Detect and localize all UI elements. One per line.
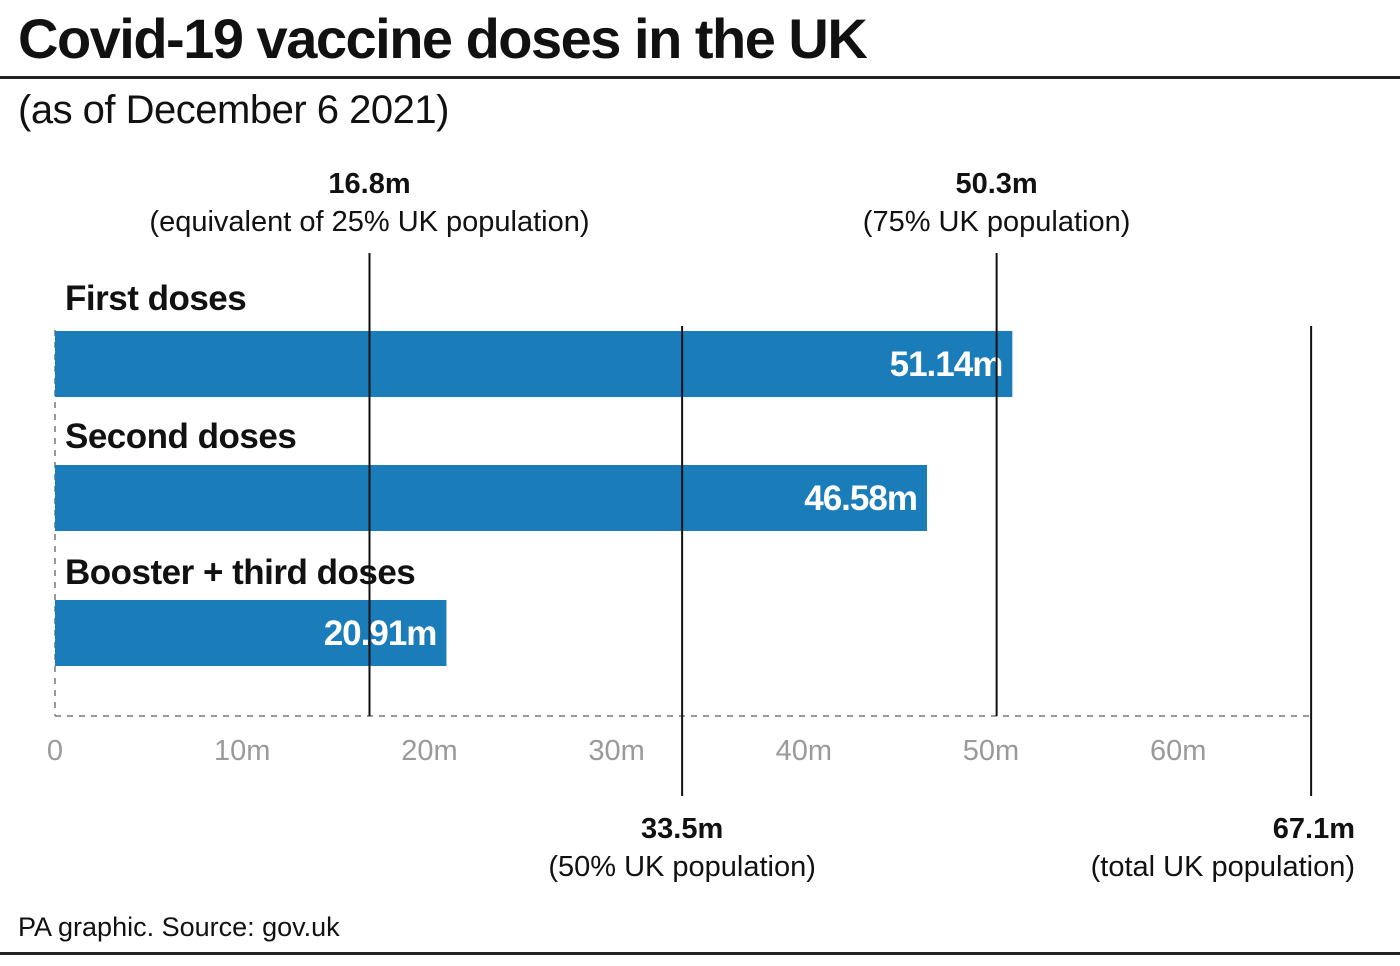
reference-description: (50% UK population) — [548, 851, 816, 883]
x-tick-label: 30m — [588, 735, 644, 767]
bottom-divider — [0, 952, 1400, 955]
top-divider — [0, 76, 1400, 79]
category-label: Booster + third doses — [65, 553, 415, 592]
reference-value-label: 16.8m — [328, 168, 410, 200]
bar — [55, 331, 1013, 397]
category-label: Second doses — [65, 417, 296, 456]
bar — [55, 465, 927, 531]
reference-value-label: 50.3m — [955, 168, 1037, 200]
category-label: First doses — [65, 279, 246, 318]
reference-description: (total UK population) — [1091, 851, 1355, 883]
reference-value-label: 33.5m — [641, 813, 723, 845]
bar-value-label: 20.91m — [324, 614, 437, 653]
chart-subtitle: (as of December 6 2021) — [18, 88, 449, 132]
x-tick-label: 50m — [963, 735, 1019, 767]
reference-description: (equivalent of 25% UK population) — [149, 206, 589, 238]
x-tick-label: 0 — [47, 735, 63, 767]
reference-value-label: 67.1m — [1273, 813, 1355, 845]
reference-description: (75% UK population) — [863, 206, 1131, 238]
bar-value-label: 51.14m — [890, 345, 1003, 384]
bar-chart: First doses 51.14m Second doses 46.58m Boost… — [47, 168, 1355, 883]
x-tick-label: 40m — [776, 735, 832, 767]
bar-value-label: 46.58m — [804, 479, 917, 518]
source-credit: PA graphic. Source: gov.uk — [18, 912, 340, 942]
x-tick-label: 60m — [1150, 735, 1206, 767]
x-tick-label: 20m — [401, 735, 457, 767]
bar — [55, 600, 447, 666]
x-tick-label: 10m — [214, 735, 270, 767]
chart-title: Covid-19 vaccine doses in the UK — [18, 7, 868, 70]
